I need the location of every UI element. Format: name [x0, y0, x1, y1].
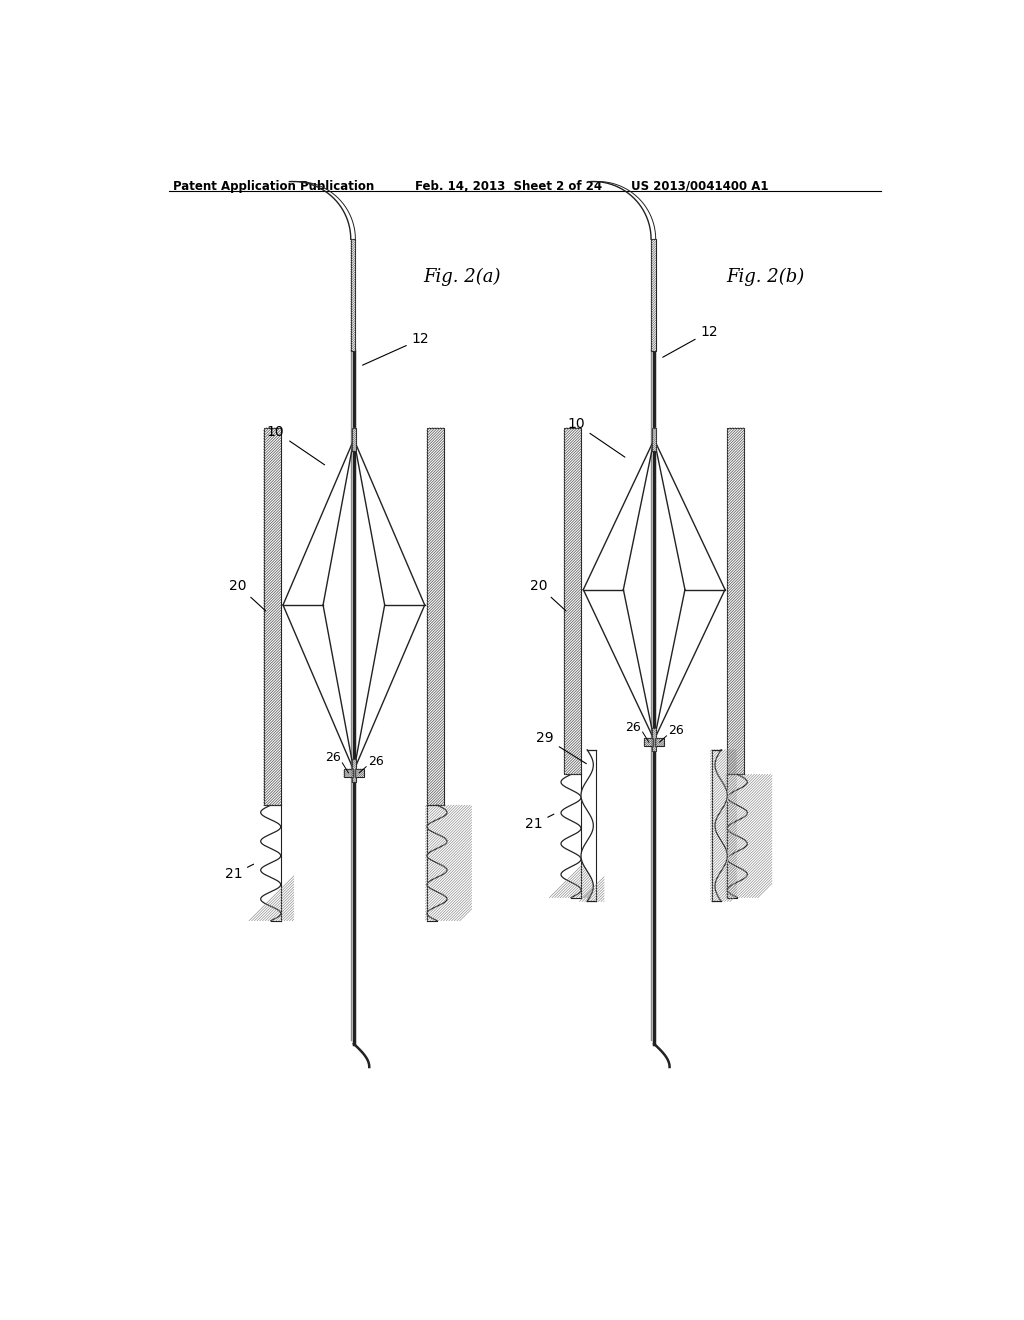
Text: Patent Application Publication: Patent Application Publication [173, 180, 374, 193]
Text: 21: 21 [224, 865, 254, 882]
Text: 20: 20 [229, 578, 265, 611]
Text: 26: 26 [325, 751, 341, 764]
Bar [652, 729, 656, 751]
Text: 26: 26 [368, 755, 383, 768]
Text: US 2013/0041400 A1: US 2013/0041400 A1 [631, 180, 769, 193]
Bar [427, 428, 444, 805]
Text: Feb. 14, 2013  Sheet 2 of 24: Feb. 14, 2013 Sheet 2 of 24 [416, 180, 602, 193]
Bar [351, 759, 356, 781]
Bar [264, 428, 281, 805]
Text: Fig. 2(a): Fig. 2(a) [423, 268, 501, 285]
Bar [655, 738, 665, 746]
Text: 12: 12 [362, 333, 429, 366]
Text: 29: 29 [537, 731, 587, 764]
Text: 12: 12 [663, 325, 718, 358]
Bar [644, 738, 653, 746]
Text: 10: 10 [567, 417, 625, 457]
Text: 21: 21 [525, 814, 554, 832]
Bar [351, 428, 356, 451]
Bar [651, 239, 655, 351]
Text: Fig. 2(b): Fig. 2(b) [727, 268, 805, 285]
Bar [652, 428, 656, 451]
Bar [351, 239, 355, 351]
Bar [727, 428, 744, 775]
Text: 26: 26 [668, 725, 684, 738]
Text: 26: 26 [626, 721, 641, 734]
Bar [344, 770, 353, 776]
Bar [354, 770, 364, 776]
Text: 20: 20 [529, 578, 566, 611]
Bar [564, 428, 581, 775]
Text: 10: 10 [267, 425, 325, 465]
